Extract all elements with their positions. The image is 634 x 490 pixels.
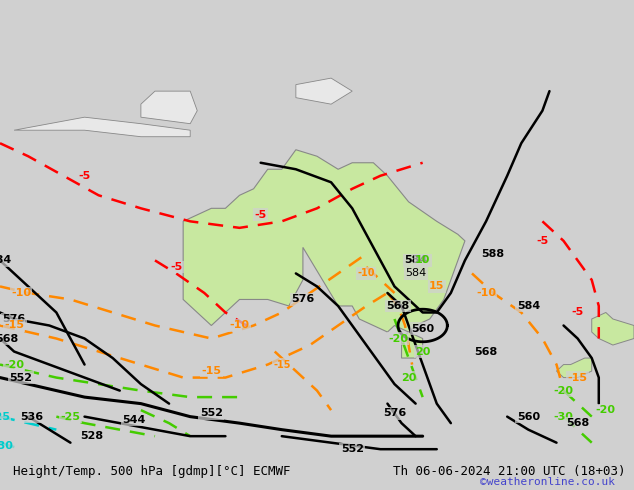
Text: -10: -10 <box>11 288 31 298</box>
Polygon shape <box>183 150 465 332</box>
Polygon shape <box>14 117 190 137</box>
Text: -15: -15 <box>4 320 24 330</box>
Text: -20: -20 <box>4 360 24 369</box>
Text: -10: -10 <box>476 288 496 298</box>
Polygon shape <box>592 313 634 345</box>
Text: 544: 544 <box>122 415 146 425</box>
Text: 576: 576 <box>3 314 26 324</box>
Text: 576: 576 <box>383 408 406 418</box>
Text: 20: 20 <box>401 372 417 383</box>
Text: ©weatheronline.co.uk: ©weatheronline.co.uk <box>480 477 615 487</box>
Text: -15: -15 <box>202 366 221 376</box>
Text: -10: -10 <box>358 269 375 278</box>
Text: -5: -5 <box>170 262 182 272</box>
Text: -25: -25 <box>60 412 81 421</box>
Text: Th 06-06-2024 21:00 UTC (18+03): Th 06-06-2024 21:00 UTC (18+03) <box>393 465 626 478</box>
Text: 584: 584 <box>404 255 427 266</box>
Text: 560: 560 <box>517 412 540 421</box>
Text: Height/Temp. 500 hPa [gdmp][°C] ECMWF: Height/Temp. 500 hPa [gdmp][°C] ECMWF <box>13 465 290 478</box>
Text: -10: -10 <box>230 320 250 330</box>
Text: 568: 568 <box>566 418 589 428</box>
Text: 568: 568 <box>386 301 410 311</box>
Text: -5: -5 <box>79 171 91 181</box>
Text: 568: 568 <box>474 346 498 357</box>
Text: -25: -25 <box>0 412 10 421</box>
Text: -20: -20 <box>388 334 408 343</box>
Text: -5: -5 <box>536 236 548 246</box>
Text: -15: -15 <box>567 372 588 383</box>
Polygon shape <box>557 358 592 378</box>
Polygon shape <box>401 332 423 358</box>
Text: 588: 588 <box>482 249 505 259</box>
Text: 552: 552 <box>200 408 223 418</box>
Text: 536: 536 <box>20 412 43 421</box>
Text: -30: -30 <box>553 412 574 421</box>
Text: 576: 576 <box>291 294 314 304</box>
Text: 552: 552 <box>340 444 364 454</box>
Text: -30: -30 <box>0 441 13 451</box>
Text: -20: -20 <box>596 405 616 415</box>
Text: 528: 528 <box>80 431 103 441</box>
Polygon shape <box>141 91 197 123</box>
Text: 584: 584 <box>517 301 540 311</box>
Text: 584: 584 <box>0 255 11 266</box>
Text: 560: 560 <box>411 324 434 334</box>
Polygon shape <box>296 78 353 104</box>
Text: -20: -20 <box>553 386 574 395</box>
Text: 10: 10 <box>415 255 430 266</box>
Text: -5: -5 <box>571 308 584 318</box>
Text: 568: 568 <box>0 334 18 343</box>
Text: 15: 15 <box>429 281 444 292</box>
Text: 20: 20 <box>415 346 430 357</box>
Text: 552: 552 <box>10 372 32 383</box>
Text: -15: -15 <box>273 360 290 369</box>
Text: -5: -5 <box>254 210 267 220</box>
Text: 584: 584 <box>405 269 426 278</box>
